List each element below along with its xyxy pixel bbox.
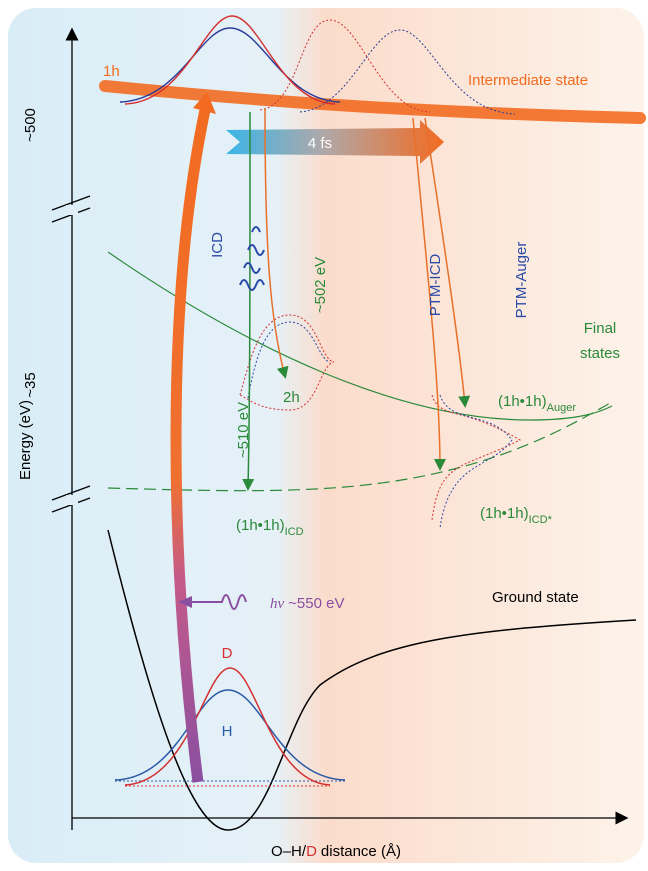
label: ~35 [22,372,39,397]
label: Ground state [492,589,579,606]
label: (1h•1h) [236,517,285,534]
label: ~500 [22,108,39,142]
label: O–H [271,843,302,860]
diagram: Intermediate state 1h ~500 ~35 Energy (e… [0,0,648,871]
axis-title: Energy (eV) [17,400,34,480]
label: PTM-ICD [427,254,444,317]
label: Intermediate state [468,72,588,89]
label: D [306,843,317,860]
label: states [580,345,620,362]
label: distance (Å) [321,843,401,860]
label: ~510 eV [235,402,252,458]
break-gap [66,495,78,505]
break-gap [66,205,78,215]
label: H [222,723,233,740]
label: hν [270,596,285,612]
label: D [222,645,233,662]
label: Final [584,320,617,337]
label: 4 fs [308,135,332,152]
label: ICD [209,232,226,258]
label: 2h [283,389,300,406]
label-subscript: ICD* [529,514,553,526]
label-subscript: Auger [547,402,577,414]
label: 1h [103,63,120,80]
label: (1h•1h) [480,505,529,522]
label-subscript: ICD [285,526,304,538]
label: ~550 eV [288,595,344,612]
label: hν~550 eV [270,595,344,612]
label: PTM-Auger [513,242,530,319]
label: ~502 eV [312,257,329,313]
label: (1h•1h) [498,393,547,410]
